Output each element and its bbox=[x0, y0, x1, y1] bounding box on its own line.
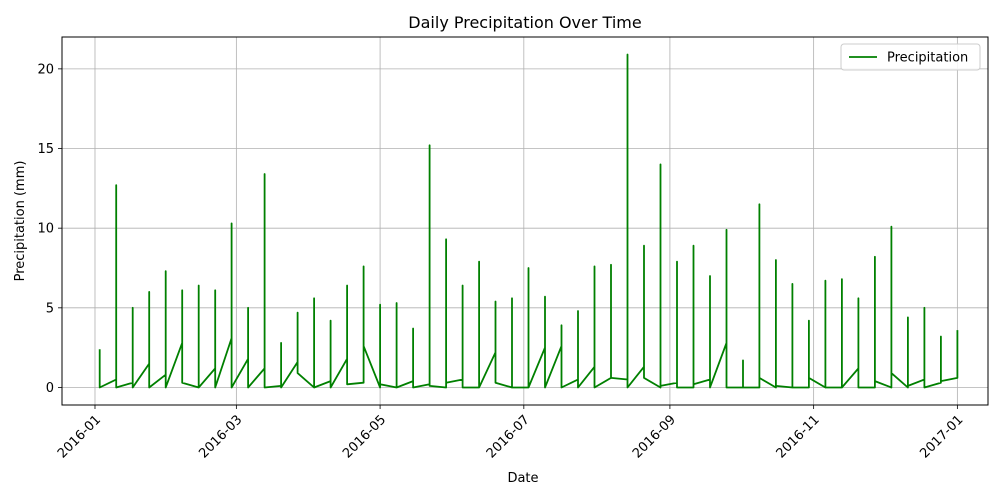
legend-box bbox=[840, 43, 981, 71]
y-tick-label: 10 bbox=[37, 222, 54, 237]
y-axis-ticks: 0 5 10 15 20 bbox=[37, 62, 62, 396]
y-tick-label: 0 bbox=[46, 381, 54, 396]
plot-frame bbox=[61, 36, 989, 406]
legend-label: Precipitation bbox=[887, 51, 968, 66]
y-axis-title: Precipitation (mm) bbox=[13, 161, 28, 282]
precipitation-line bbox=[98, 53, 959, 389]
x-axis-title: Date bbox=[507, 471, 538, 486]
y-tick-label: 15 bbox=[37, 142, 54, 157]
grid-lines bbox=[62, 37, 988, 405]
data-layer bbox=[98, 53, 959, 389]
legend: Precipitation bbox=[840, 43, 981, 71]
chart-title: Daily Precipitation Over Time bbox=[408, 13, 641, 32]
y-tick-label: 5 bbox=[46, 301, 54, 316]
y-tick-label: 20 bbox=[37, 62, 54, 77]
